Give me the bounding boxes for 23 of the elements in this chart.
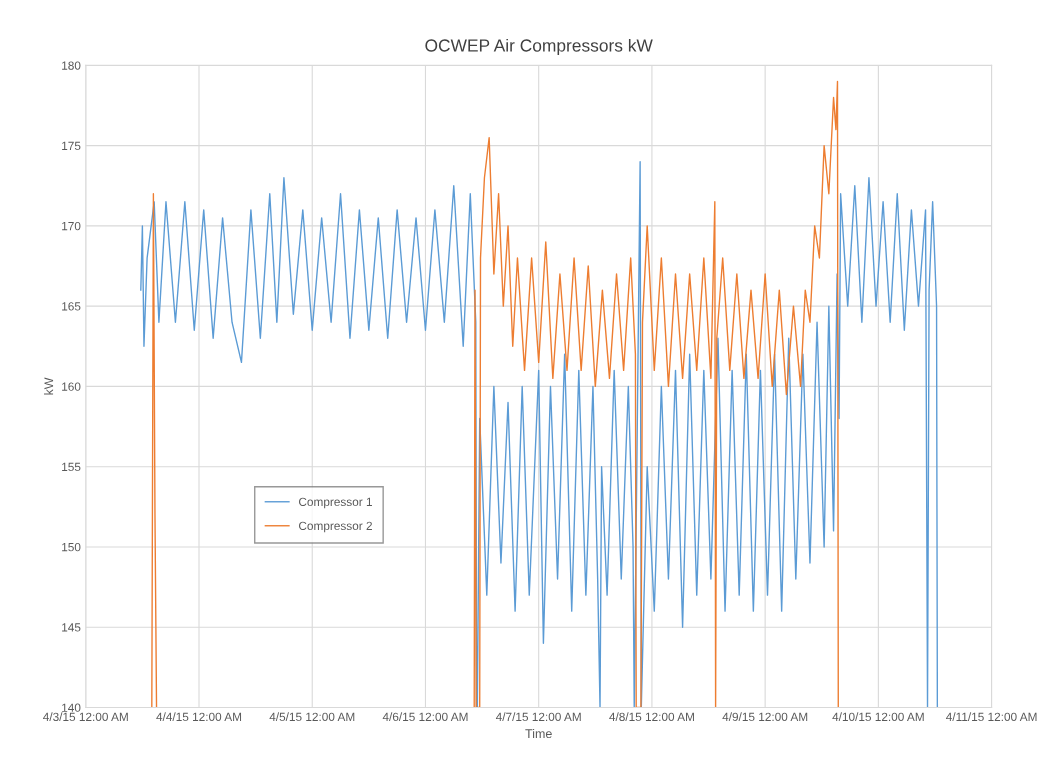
y-tick-label: 170 xyxy=(62,221,81,231)
y-axis-title: kW xyxy=(44,377,54,395)
x-tick-label: 4/8/15 12:00 AM xyxy=(609,712,694,722)
x-tick-label: 4/3/15 12:00 AM xyxy=(43,712,128,722)
x-tick-label: 4/9/15 12:00 AM xyxy=(722,712,808,722)
x-tick-label: 4/10/15 12:00 AM xyxy=(832,712,924,722)
y-tick-label: 145 xyxy=(62,623,81,632)
x-tick-label: 4/4/15 12:00 AM xyxy=(156,712,242,722)
x-tick-label: 4/5/15 12:00 AM xyxy=(269,712,355,722)
chart-title: OCWEP Air Compressors kW xyxy=(425,38,653,56)
x-tick-label: 4/6/15 12:00 AM xyxy=(382,712,468,722)
legend-label: Compressor 2 xyxy=(299,521,372,533)
x-axis-title: Time xyxy=(525,728,552,739)
y-tick-label: 155 xyxy=(62,462,81,472)
x-tick-label: 4/7/15 12:00 AM xyxy=(495,712,581,722)
legend-label: Compressor 1 xyxy=(299,497,372,509)
x-tick-label: 4/11/15 12:00 AM xyxy=(946,712,1037,722)
y-tick-label: 165 xyxy=(62,302,81,311)
y-tick-label: 160 xyxy=(62,382,81,391)
y-tick-label: 150 xyxy=(62,542,81,552)
y-tick-label: 175 xyxy=(62,141,81,151)
y-tick-label: 140 xyxy=(62,703,81,712)
y-tick-label: 180 xyxy=(62,61,81,70)
